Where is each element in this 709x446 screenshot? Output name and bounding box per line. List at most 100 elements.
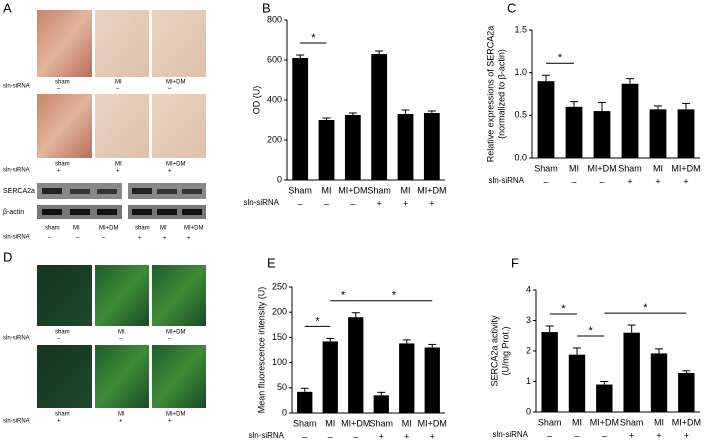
group-sign: – bbox=[302, 431, 307, 441]
group-sign: + bbox=[684, 430, 689, 440]
bar bbox=[568, 354, 586, 412]
bar bbox=[678, 372, 695, 412]
y-tick-label: 200 bbox=[267, 134, 282, 144]
y-tick-label: 50 bbox=[277, 382, 287, 392]
bar bbox=[623, 332, 640, 412]
group-sign: – bbox=[547, 430, 552, 440]
x-tick-label: MI bbox=[402, 418, 412, 428]
group-sign: – bbox=[574, 430, 579, 440]
group-sign: – bbox=[324, 198, 329, 208]
sign: + bbox=[187, 236, 191, 242]
x-tick-label: MI+DM bbox=[417, 185, 446, 195]
image bbox=[37, 10, 92, 77]
y-tick-label: 1 bbox=[526, 376, 531, 386]
image bbox=[95, 10, 149, 77]
bar bbox=[424, 347, 440, 413]
sign: + bbox=[57, 419, 61, 425]
band bbox=[97, 209, 117, 215]
y-tick-label: 3 bbox=[526, 315, 531, 325]
significance-label: * bbox=[311, 32, 316, 44]
y-tick-label: 0.5 bbox=[514, 110, 527, 120]
x-tick-label: MI bbox=[322, 185, 332, 195]
bar bbox=[677, 109, 695, 158]
y-tick-label: 100 bbox=[272, 357, 287, 367]
band bbox=[42, 209, 62, 215]
group-sign: – bbox=[328, 431, 333, 441]
bar bbox=[593, 111, 611, 158]
y-tick-label: 150 bbox=[272, 332, 287, 342]
y-axis-label: OD (U) bbox=[251, 86, 261, 115]
image bbox=[152, 345, 206, 408]
column-label: MI bbox=[118, 412, 125, 418]
row-label: sln-siRNA bbox=[3, 168, 30, 174]
y-tick-label: 400 bbox=[267, 94, 282, 104]
panel-letter: D bbox=[3, 249, 12, 264]
x-tick-label: MI bbox=[325, 418, 335, 428]
group-sign: + bbox=[656, 430, 661, 440]
column-label: MI bbox=[115, 162, 122, 168]
sign: + bbox=[116, 169, 120, 175]
bar bbox=[649, 109, 667, 158]
x-tick-label: Sham bbox=[620, 417, 644, 427]
band bbox=[157, 189, 177, 194]
fluorescence-images bbox=[37, 265, 206, 408]
bar bbox=[423, 113, 440, 180]
sign: – bbox=[76, 236, 80, 242]
significance-label: * bbox=[341, 290, 346, 302]
x-tick-label: Sham bbox=[534, 163, 558, 173]
x-tick-label: MI bbox=[654, 417, 664, 427]
row-label: sln-siRNA bbox=[3, 84, 30, 90]
group-sign: + bbox=[655, 176, 660, 186]
sign: – bbox=[119, 337, 123, 343]
ihc-images bbox=[37, 10, 206, 158]
image bbox=[152, 94, 206, 158]
bar bbox=[344, 115, 361, 180]
column-label: MI+DM bbox=[166, 162, 186, 168]
sign: + bbox=[168, 169, 172, 175]
x-tick-label: MI+DM bbox=[672, 417, 701, 427]
sign: – bbox=[48, 236, 52, 242]
y-tick-label: 800 bbox=[267, 14, 282, 24]
image bbox=[95, 345, 149, 408]
x-tick-label: MI+DM bbox=[671, 163, 700, 173]
lane-label: MI+DM bbox=[99, 226, 119, 232]
image bbox=[37, 94, 92, 158]
sign: – bbox=[57, 87, 61, 93]
sign: – bbox=[168, 337, 172, 343]
blot bbox=[37, 183, 206, 219]
band bbox=[70, 189, 90, 194]
column-label: MI+DM bbox=[166, 330, 186, 336]
bar bbox=[621, 83, 639, 158]
panel-letter: B bbox=[262, 0, 271, 15]
lane-label: MI bbox=[73, 226, 80, 232]
x-tick-label: MI bbox=[572, 417, 582, 427]
x-tick-label: Sham bbox=[369, 418, 393, 428]
image bbox=[95, 94, 149, 158]
sign: – bbox=[168, 87, 172, 93]
blot-row-label: SERCA2a bbox=[3, 188, 35, 195]
band bbox=[132, 209, 152, 215]
y-tick-label: 0.0 bbox=[514, 152, 527, 162]
band bbox=[70, 209, 90, 215]
x-tick-label: Sham bbox=[367, 185, 391, 195]
significance-label: * bbox=[561, 303, 566, 315]
band bbox=[132, 188, 152, 194]
lane-label: MI+DM bbox=[184, 226, 204, 232]
y-axis-label: (U/mg Prot.) bbox=[500, 326, 510, 375]
group-label: sln-siRNA bbox=[488, 176, 524, 185]
group-sign: + bbox=[379, 431, 384, 441]
row-label: sln-siRNA bbox=[3, 336, 30, 342]
group-sign: + bbox=[404, 431, 409, 441]
image bbox=[95, 265, 149, 326]
group-sign: + bbox=[629, 430, 634, 440]
significance-label: * bbox=[643, 302, 648, 314]
sign: + bbox=[168, 419, 172, 425]
bar bbox=[292, 58, 309, 180]
x-tick-label: MI+DM bbox=[587, 163, 616, 173]
group-sign: – bbox=[571, 176, 576, 186]
x-tick-label: MI bbox=[401, 185, 411, 195]
y-tick-label: 2 bbox=[526, 345, 531, 355]
sign: – bbox=[102, 236, 106, 242]
row-label: sln-siRNA bbox=[3, 235, 30, 241]
